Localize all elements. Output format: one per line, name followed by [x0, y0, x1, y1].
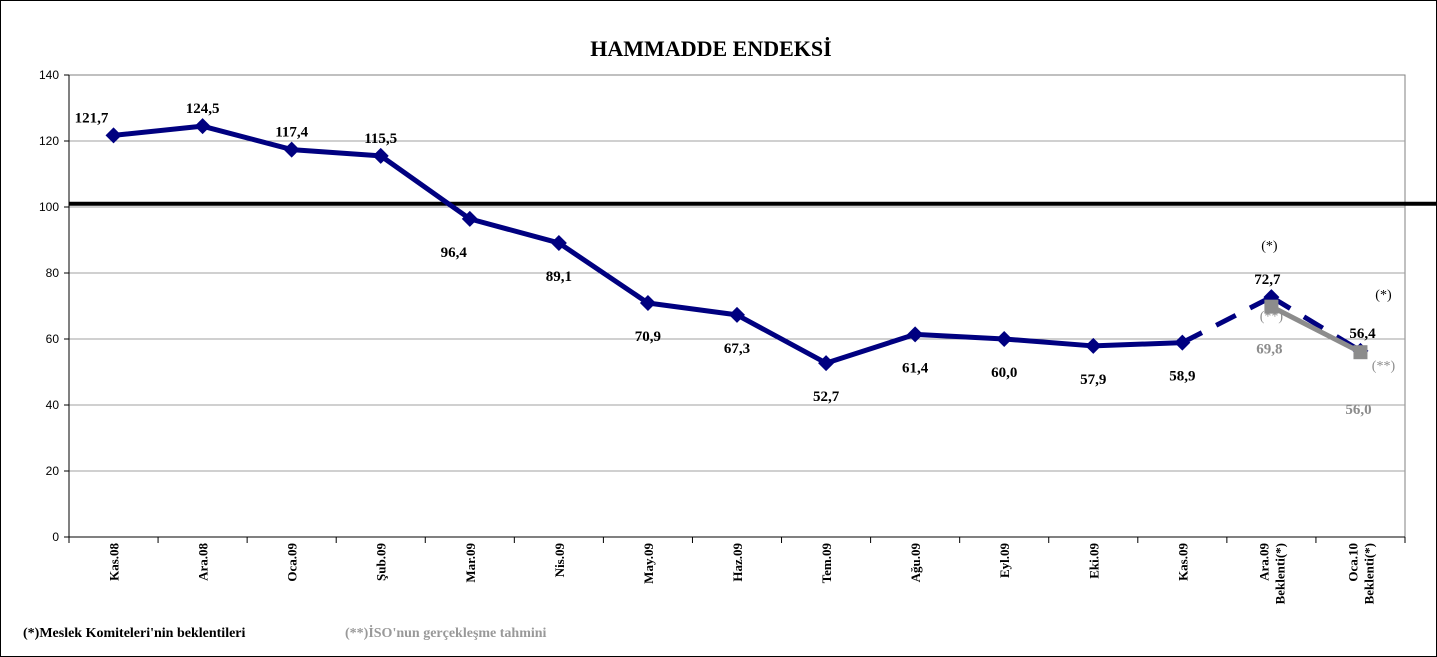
y-tick-label: 40 [46, 398, 60, 412]
x-tick-label: Beklenti(*) [1361, 543, 1376, 604]
series-main [105, 118, 1369, 372]
x-tick-label: Nis.09 [552, 543, 567, 578]
series-estimate [1264, 299, 1368, 360]
estimate-point [1264, 299, 1279, 314]
data-point [639, 295, 656, 312]
data-label: 124,5 [186, 101, 220, 117]
data-label: 72,7 [1254, 272, 1281, 288]
data-label: 121,7 [75, 110, 109, 126]
x-tick-label: May.09 [641, 543, 656, 584]
expectation-mark: (*) [1375, 288, 1392, 303]
data-labels: 121,7 124,5 117,4 115,5 96,4 89,1 70,9 67,3 52,7… [75, 101, 1396, 418]
data-label: 117,4 [275, 125, 308, 141]
data-label: 89,1 [546, 269, 572, 285]
chart-title: HAMMADDE ENDEKSİ [590, 36, 831, 61]
y-tick-label: 120 [39, 134, 59, 148]
x-tick-label: Oca.10 [1345, 543, 1360, 582]
y-tick-label: 20 [46, 464, 60, 478]
data-point [818, 355, 835, 372]
data-label: 56,4 [1349, 326, 1376, 342]
data-label: 60,0 [991, 365, 1017, 381]
x-tick-label: Ağu.09 [908, 543, 923, 583]
data-label: 70,9 [635, 329, 661, 345]
data-point [1174, 334, 1191, 351]
x-tick-label: Kas.09 [1175, 543, 1190, 581]
x-tick-label: Oca.09 [285, 543, 300, 582]
y-tick-label: 60 [46, 332, 60, 346]
estimate-line [1270, 304, 1362, 355]
data-point [194, 118, 211, 135]
y-tick-label: 80 [46, 266, 60, 280]
data-label: 58,9 [1169, 369, 1195, 385]
data-label: 67,3 [724, 341, 750, 357]
expectation-mark: (*) [1261, 239, 1278, 254]
data-label: 96,4 [441, 245, 468, 261]
x-tick-label: Ara.08 [196, 543, 211, 581]
data-label: 57,9 [1080, 372, 1106, 388]
data-label: 115,5 [364, 131, 397, 147]
x-tick-label: Şub.09 [374, 543, 389, 581]
data-point [996, 331, 1013, 347]
data-point [461, 210, 478, 227]
x-tick-label: Ara.09 [1256, 543, 1271, 581]
data-label: 61,4 [902, 360, 929, 376]
data-point [105, 127, 122, 144]
x-tick-label: Eki.09 [1086, 543, 1101, 579]
data-point [550, 234, 567, 251]
data-point [283, 141, 300, 158]
footnote-estimate: (**)İSO'nun gerçekleşme tahmini [345, 626, 547, 641]
footnote-expectations: (*)Meslek Komiteleri'nin beklentileri [23, 626, 246, 641]
data-point [372, 147, 389, 164]
series-line [113, 123, 1183, 366]
estimate-point [1353, 345, 1368, 360]
axes: 0 20 40 60 80 100 120 140 Kas.08 Ara.08 Oca.09 Şub.… [39, 68, 1406, 604]
estimate-label: 69,8 [1256, 342, 1282, 358]
x-tick-label: Haz.09 [730, 543, 745, 582]
data-point [907, 326, 924, 343]
y-tick-label: 100 [39, 200, 59, 214]
series-line-dashed [1181, 294, 1273, 345]
x-tick-label: Eyl.09 [997, 543, 1012, 579]
estimate-mark: (**) [1372, 359, 1396, 374]
y-tick-label: 140 [39, 68, 59, 82]
data-point [729, 306, 745, 323]
data-point [1085, 337, 1102, 354]
x-tick-label: Tem.09 [819, 543, 834, 584]
data-label: 52,7 [813, 389, 840, 405]
y-tick-label: 0 [52, 530, 59, 544]
x-tick-label: Mar.09 [463, 543, 478, 583]
x-tick-label: Kas.08 [107, 543, 122, 581]
x-tick-label: Beklenti(*) [1272, 543, 1287, 604]
estimate-mark: (**) [1260, 310, 1284, 325]
estimate-label: 56,0 [1345, 402, 1371, 418]
